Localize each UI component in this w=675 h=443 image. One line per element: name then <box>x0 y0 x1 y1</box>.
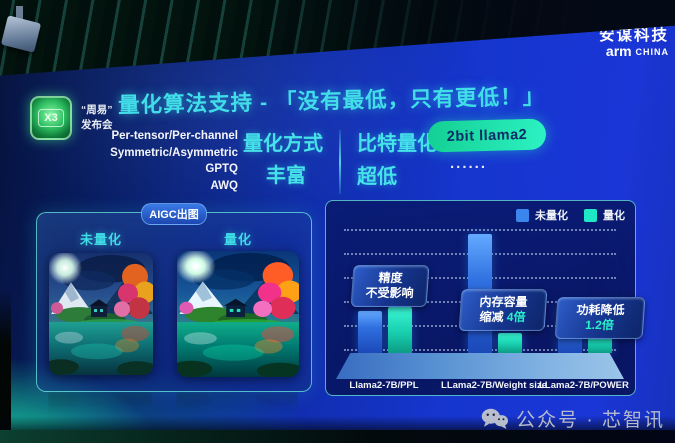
quant-method-item: Symmetric/Asymmetric <box>110 146 238 159</box>
label-unquantized: 未量化 <box>79 232 122 247</box>
chart-x-labels: Llama2-7B/PPL LLama2-7B/Weight size LLama2… <box>344 380 628 394</box>
quantized-sample-image <box>177 251 299 377</box>
ellipsis-text: ...... <box>450 155 488 172</box>
quant-mode-subtitle: 丰富 <box>266 165 306 187</box>
quant-mode-title: 量化方式 <box>243 133 323 155</box>
photo-left-edge <box>0 290 11 443</box>
company-name-cn: 安谋科技 <box>598 27 669 44</box>
unquantized-sample-image <box>49 253 153 375</box>
chart-legend: 未量化 量化 <box>516 207 625 223</box>
company-name-en: arm CHINA <box>605 43 669 59</box>
2bit-llama2-pill: 2bit llama2 <box>427 118 547 153</box>
bar-quantized-group0 <box>388 307 412 353</box>
aigc-tab: AIGC出图 <box>141 203 207 225</box>
x-axis-label: LLama2-7B/POWER <box>539 380 629 391</box>
legend-swatch <box>516 208 529 222</box>
x-axis-label: Llama2-7B/PPL <box>349 380 419 391</box>
legend-item: 未量化 <box>516 207 568 223</box>
vertical-divider <box>339 130 341 194</box>
quant-method-item: AWQ <box>210 179 238 192</box>
npu-chip-icon: X3 <box>30 96 72 140</box>
gridline <box>344 229 616 231</box>
watermark: 公众号 · 芯智讯 <box>481 405 665 432</box>
watermark-text: 公众号 · 芯智讯 <box>516 410 665 431</box>
x-axis-label: LLama2-7B/Weight size <box>441 380 547 391</box>
legend-swatch <box>584 208 597 222</box>
arm-china-logo: 安谋科技 arm CHINA <box>599 27 669 59</box>
quant-method-item: GPTQ <box>205 163 238 175</box>
projector <box>0 6 52 70</box>
legend-item: 量化 <box>584 207 625 223</box>
wechat-icon <box>481 408 509 429</box>
annotation-memory: 内存容量 缩减 4倍 <box>458 289 548 331</box>
label-quantized: 量化 <box>223 232 252 247</box>
aigc-comparison-panel: AIGC出图 未量化 量化 <box>36 203 312 392</box>
quant-method-item: Per-tensor/Per-channel <box>111 130 238 142</box>
event-badge: X3 “周易” 发布会 <box>30 96 113 140</box>
bar-unquantized-group0 <box>358 311 382 353</box>
bit-quant-subtitle: 超低 <box>357 166 397 188</box>
annotation-accuracy: 精度 不受影响 <box>350 265 430 307</box>
quant-method-list: Per-tensor/Per-channel Symmetric/Asymmetr… <box>98 128 238 194</box>
event-badge-text: “周易” 发布会 <box>81 104 113 131</box>
chart-3d-base <box>336 353 624 379</box>
annotation-power: 功耗降低 1.2倍 <box>554 297 646 339</box>
chip-label: X3 <box>38 109 64 127</box>
bit-quant-title: 比特量化 <box>357 133 437 155</box>
bar-quantized-group1 <box>498 333 522 353</box>
stage-floor-strip <box>0 430 675 443</box>
